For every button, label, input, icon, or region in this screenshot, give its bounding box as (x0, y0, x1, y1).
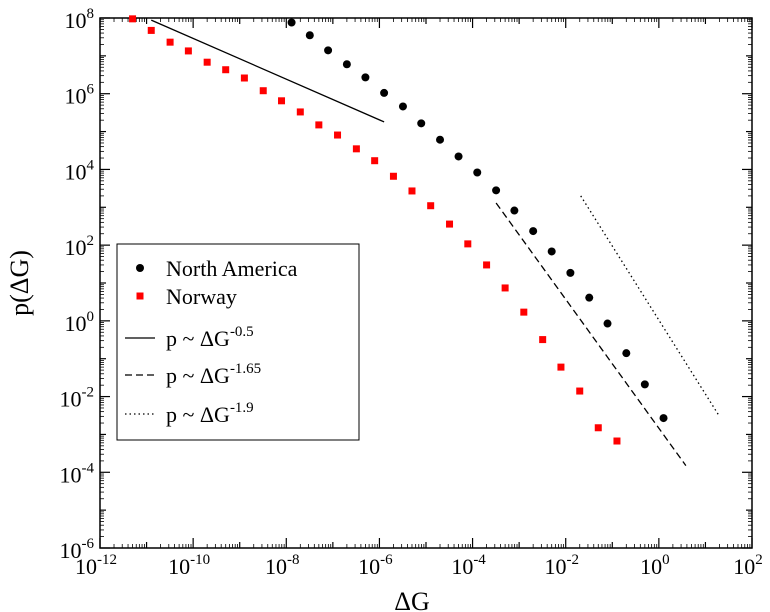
point-north-america (398, 102, 407, 111)
point-norway (147, 26, 155, 34)
x-tick-label: 102 (733, 552, 763, 579)
point-norway (129, 15, 137, 23)
point-norway (539, 336, 547, 344)
legend-marker-circle (136, 264, 144, 272)
fit-line-solid (150, 19, 385, 123)
x-tick-label: 10-4 (451, 552, 486, 579)
point-north-america (640, 380, 649, 389)
point-norway (613, 437, 621, 445)
fit-lines (150, 19, 720, 467)
point-norway (427, 202, 435, 210)
point-norway (371, 157, 379, 165)
point-norway (576, 387, 584, 395)
point-north-america (547, 247, 556, 256)
point-north-america (287, 18, 296, 27)
point-north-america (492, 186, 501, 195)
point-norway (389, 172, 397, 180)
point-norway (483, 261, 491, 269)
y-tick-label: 104 (65, 157, 95, 184)
point-north-america (585, 293, 594, 302)
point-norway (334, 131, 342, 139)
legend-box (116, 243, 360, 441)
legend-label: p ~ ΔG-0.5 (166, 324, 254, 351)
point-north-america (510, 206, 519, 215)
point-norway (408, 187, 416, 195)
point-north-america (473, 168, 482, 177)
point-norway (446, 220, 454, 228)
x-tick-labels: 10-12 10-10 10-8 10-6 10-4 10-2 100 102 (75, 552, 763, 579)
point-north-america (342, 60, 351, 69)
point-north-america (436, 135, 445, 144)
point-north-america (454, 152, 463, 161)
point-north-america (417, 119, 426, 128)
point-north-america (529, 227, 538, 236)
point-norway (184, 47, 192, 55)
y-tick-label: 100 (65, 309, 95, 336)
fit-line-dotted (580, 195, 720, 417)
fit-line-dashed (495, 202, 687, 467)
point-norway (315, 121, 323, 129)
y-tick-label: 10-2 (60, 385, 95, 412)
point-norway (557, 363, 565, 371)
x-axis-label: ΔG (394, 587, 430, 612)
legend-marker-square (136, 292, 144, 300)
point-north-america (566, 268, 575, 277)
y-tick-label: 10-4 (60, 460, 95, 487)
x-tick-label: 10-12 (75, 552, 117, 579)
x-tick-label: 10-8 (265, 552, 300, 579)
legend-label: Norway (166, 284, 237, 309)
x-tick-label: 10-10 (168, 552, 210, 579)
legend-label: p ~ ΔG-1.9 (166, 400, 254, 427)
point-norway (222, 66, 230, 74)
axis-ticks (99, 17, 753, 549)
legend: North America Norway p ~ ΔG-0.5 p ~ ΔG-1.65… (116, 243, 360, 441)
point-north-america (659, 414, 668, 423)
point-norway (464, 240, 472, 248)
point-norway (352, 145, 360, 153)
y-tick-label: 10-6 (60, 536, 95, 563)
point-norway (520, 308, 528, 316)
x-tick-label: 10-6 (358, 552, 393, 579)
point-norway (240, 74, 248, 82)
point-norway (594, 424, 602, 432)
legend-label: p ~ ΔG-1.65 (166, 361, 261, 388)
x-tick-label: 100 (640, 552, 670, 579)
point-norway (166, 38, 174, 46)
point-north-america (622, 349, 631, 358)
y-tick-label: 106 (65, 82, 95, 109)
y-tick-labels: 10-6 10-4 10-2 100 102 104 106 108 (60, 6, 95, 563)
point-norway (296, 108, 304, 116)
point-norway (259, 87, 267, 95)
y-tick-label: 108 (65, 6, 95, 33)
point-north-america (324, 46, 333, 55)
point-norway (278, 97, 286, 105)
point-north-america (361, 73, 370, 82)
y-axis-label: p(ΔG) (5, 250, 34, 316)
y-tick-label: 102 (65, 233, 95, 260)
point-north-america (380, 88, 389, 97)
data-points (129, 15, 668, 445)
point-norway (203, 58, 211, 66)
point-north-america (603, 319, 612, 328)
legend-label: North America (166, 256, 298, 281)
point-norway (501, 284, 509, 292)
x-tick-label: 10-2 (544, 552, 579, 579)
point-north-america (305, 31, 314, 40)
